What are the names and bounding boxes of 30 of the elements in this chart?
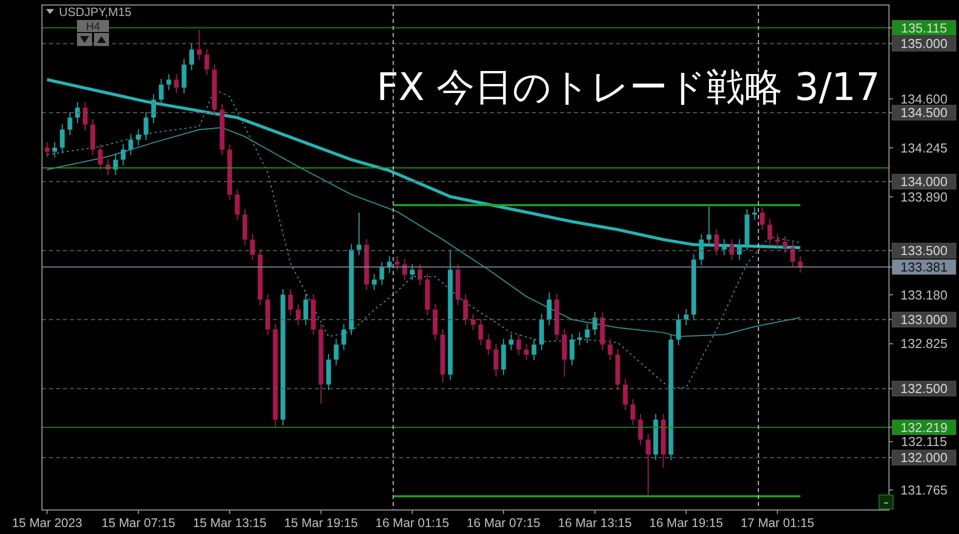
y-tick-label: 135.000 [900,36,948,52]
x-tick-label: 17 Mar 01:15 [740,516,814,530]
y-tick-label: 132.825 [900,336,948,352]
annotation: H4 [86,21,100,33]
y-tick-label: 133.500 [900,243,948,258]
y-tick-label: 132.219 [900,420,948,435]
x-tick-label: 16 Mar 07:15 [466,516,540,530]
x-tick-label: 16 Mar 13:15 [558,516,632,530]
y-tick-label: 132.115 [900,434,948,450]
y-tick-label: 134.000 [900,174,948,190]
y-tick-label: 132.500 [900,381,948,396]
y-tick-label: 133.381 [900,260,948,275]
y-tick-label: 134.245 [900,140,948,156]
y-tick-label: 133.180 [900,287,948,302]
chart-subtitle: USDJPY,M15 [59,5,132,19]
x-tick-label: 16 Mar 01:15 [375,516,450,530]
timeframe-control: H4 [77,20,109,46]
x-tick-label: 15 Mar 2023 [12,516,82,530]
y-tick-label: 131.765 [900,482,948,498]
y-tick-label: 133.890 [900,189,948,204]
text: FX 今日のトレード戦略 3/17 [376,65,880,109]
y-tick-label: 135.115 [900,20,948,36]
y-tick-label: 134.500 [900,105,948,120]
x-tick-label: 15 Mar 13:15 [192,516,267,530]
y-tick-label: 133.000 [900,312,948,328]
y-tick-label: 134.600 [900,91,948,106]
x-tick-label: 15 Mar 19:15 [284,516,358,530]
x-tick-label: 15 Mar 07:15 [102,516,176,530]
y-tick-label: 132.000 [900,450,948,466]
x-tick-label: 16 Mar 19:15 [649,516,723,530]
